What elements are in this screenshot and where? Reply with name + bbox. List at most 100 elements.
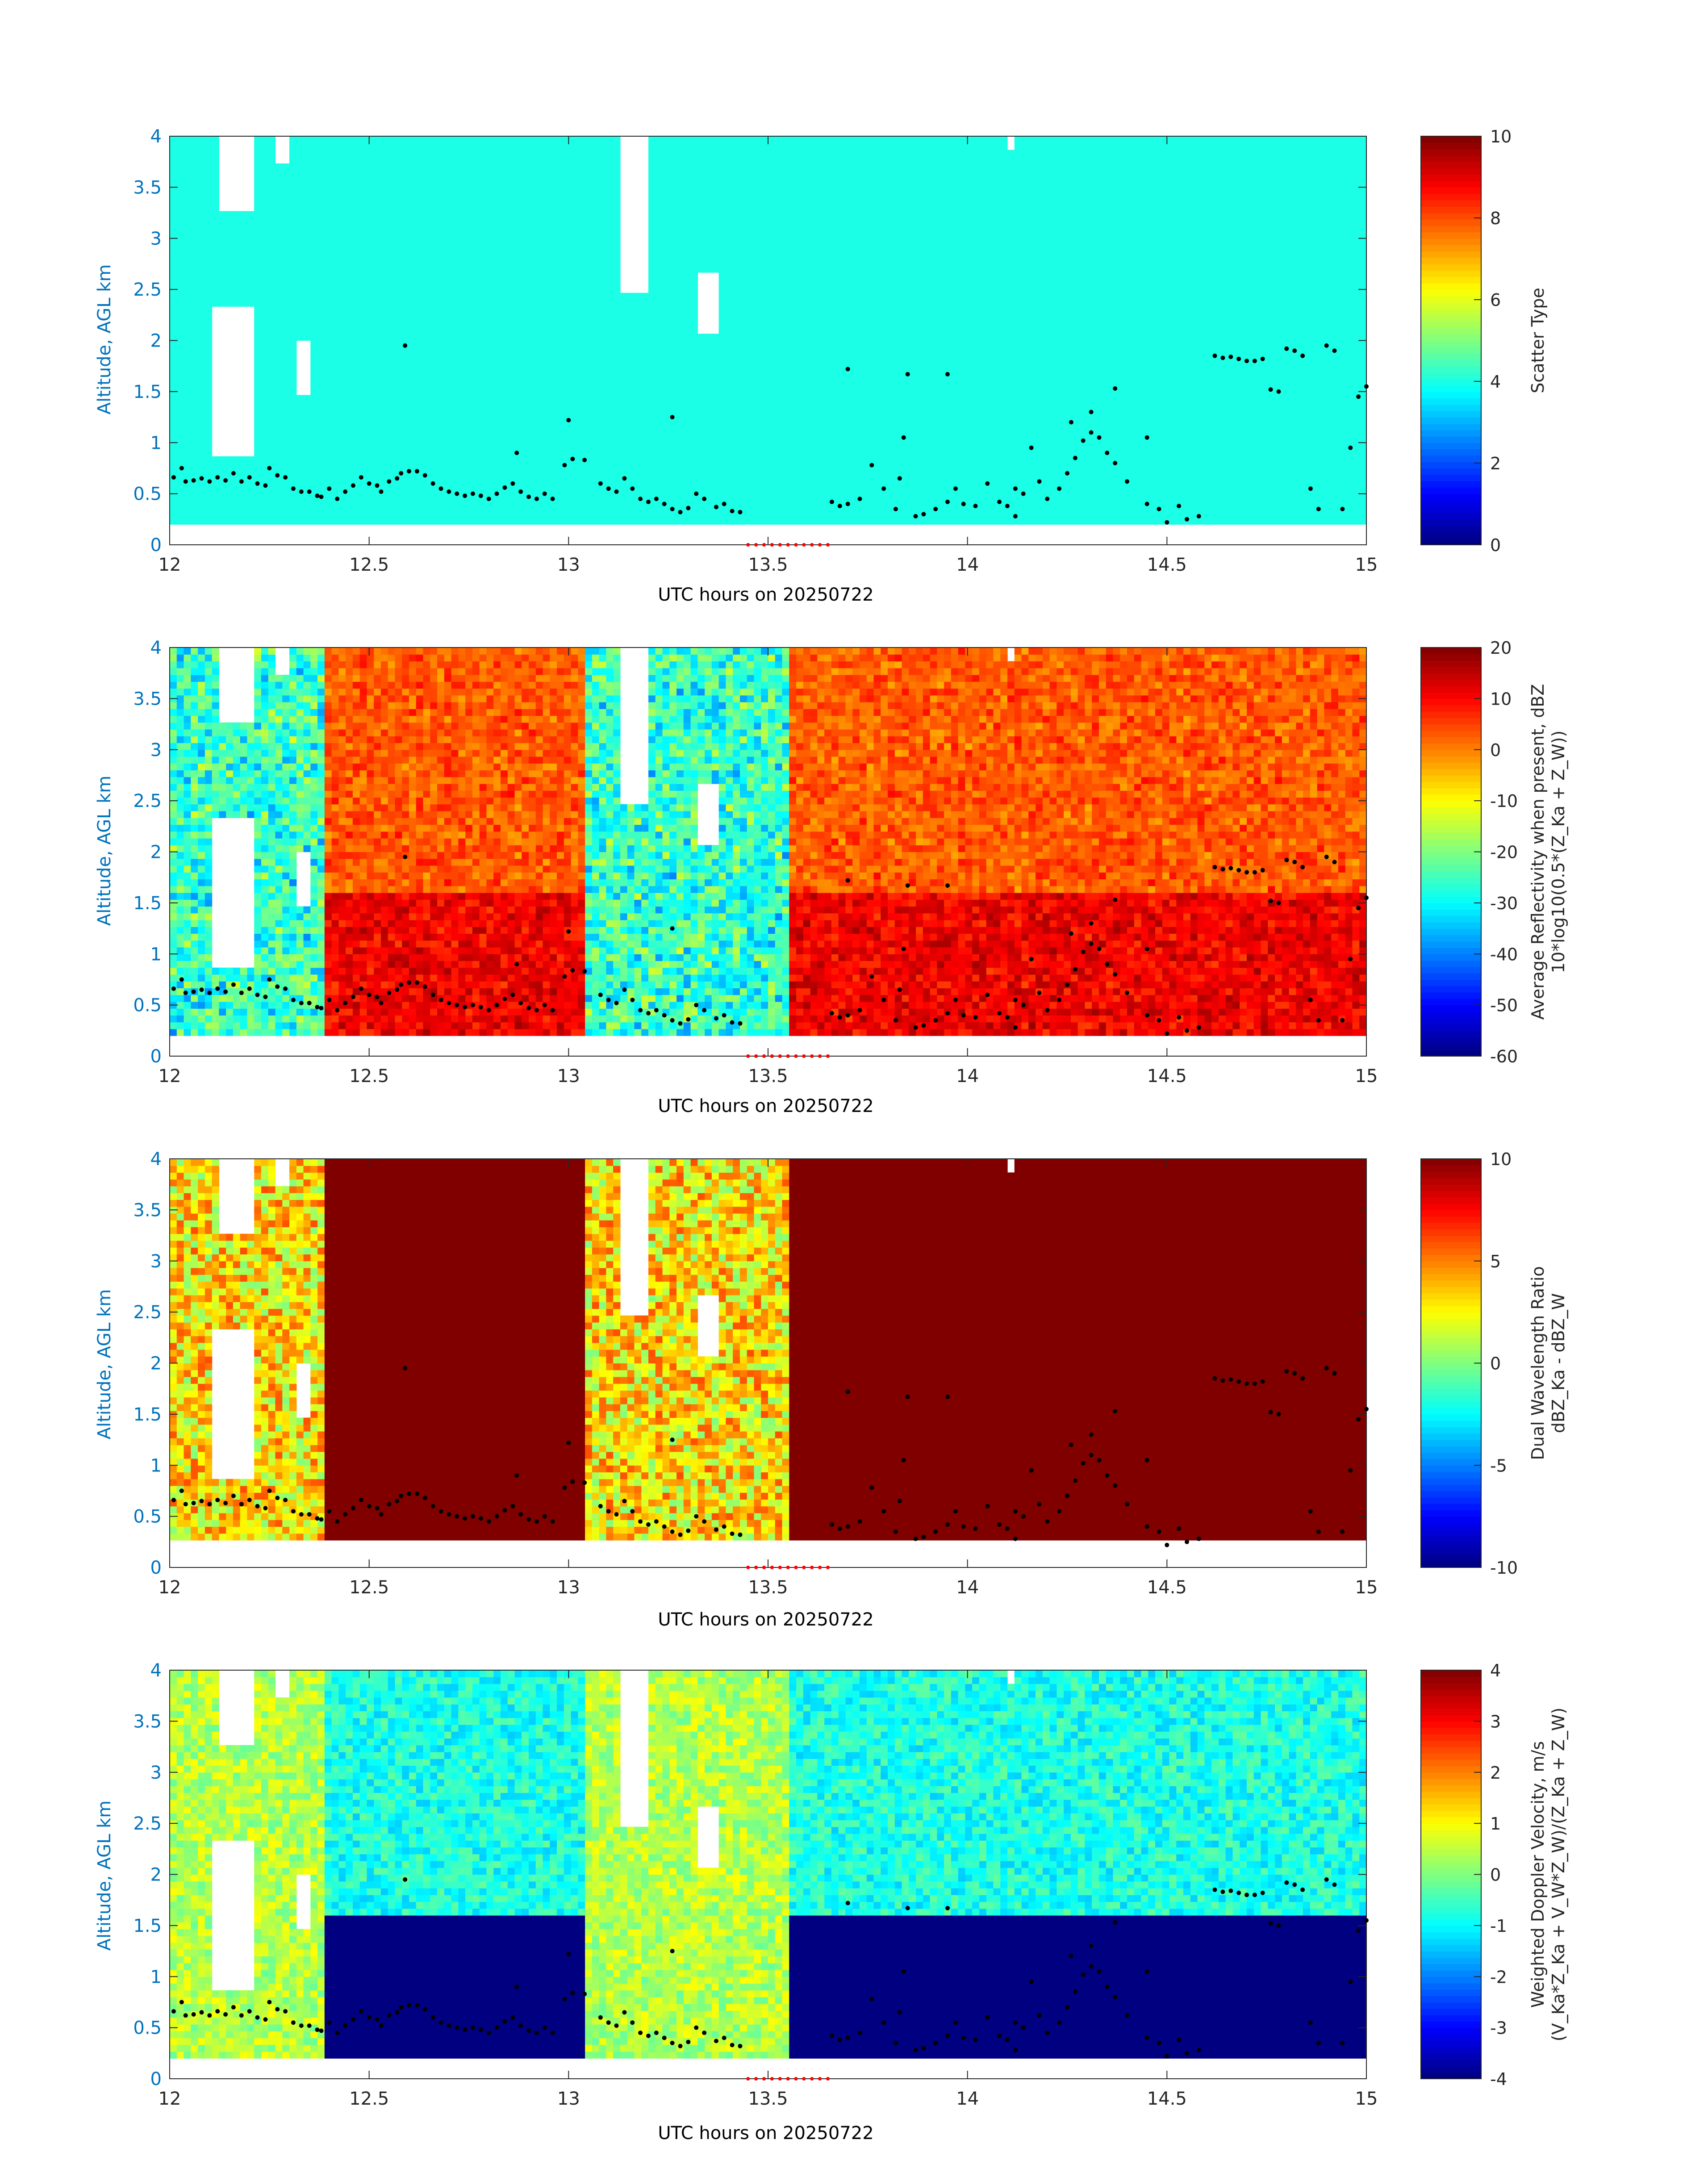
scatter-type-cell	[325, 511, 332, 518]
scatter-type-cell	[634, 415, 641, 422]
scatter-type-cell	[514, 279, 522, 286]
scatter-type-cell	[585, 518, 592, 525]
scatter-type-cell	[663, 422, 670, 430]
scatter-type-cell	[367, 395, 374, 402]
scatter-type-cell	[388, 184, 395, 191]
scatter-type-cell	[184, 341, 191, 348]
scatter-type-cell	[184, 450, 191, 457]
scatter-type-cell	[289, 490, 296, 497]
scatter-type-cell	[338, 184, 346, 191]
scatter-type-cell	[543, 409, 550, 416]
scatter-type-cell	[451, 320, 459, 327]
scatter-type-cell	[388, 422, 395, 430]
scatter-type-cell	[465, 245, 472, 252]
scatter-type-cell	[212, 490, 219, 497]
scatter-type-cell	[606, 368, 613, 375]
scatter-type-cell	[388, 409, 395, 416]
scatter-type-cell	[332, 347, 339, 355]
scatter-type-cell	[648, 191, 656, 198]
scatter-type-cell	[170, 232, 177, 239]
scatter-type-cell	[493, 484, 501, 491]
scatter-type-cell	[261, 163, 268, 171]
scatter-type-cell	[198, 205, 205, 212]
scatter-type-cell	[219, 238, 226, 246]
scatter-type-cell	[564, 320, 571, 327]
scatter-type-cell	[648, 463, 656, 470]
scatter-type-cell	[536, 354, 543, 361]
scatter-type-cell	[480, 163, 487, 171]
scatter-type-cell	[677, 375, 684, 382]
scatter-type-cell	[458, 409, 465, 416]
scatter-type-cell	[606, 306, 613, 313]
scatter-type-cell	[669, 450, 677, 457]
scatter-type-cell	[578, 375, 585, 382]
scatter-type-cell	[564, 279, 571, 286]
scatter-type-cell	[374, 205, 381, 212]
scatter-type-cell	[536, 484, 543, 491]
scatter-type-cell	[268, 205, 276, 212]
scatter-type-cell	[381, 232, 388, 239]
scatter-type-cell	[634, 450, 641, 457]
scatter-type-cell	[205, 320, 212, 327]
scatter-type-cell	[430, 136, 437, 143]
scatter-type-cell	[585, 429, 592, 436]
scatter-type-cell	[268, 354, 276, 361]
scatter-type-cell	[198, 381, 205, 389]
scatter-type-cell	[191, 177, 198, 184]
scatter-type-cell	[677, 450, 684, 457]
scatter-type-cell	[282, 511, 289, 518]
scatter-type-cell	[501, 211, 508, 218]
scatter-type-cell	[261, 511, 268, 518]
scatter-type-cell	[233, 518, 240, 525]
scatter-type-cell	[557, 429, 564, 436]
scatter-type-cell	[268, 320, 276, 327]
scatter-type-cell	[648, 334, 656, 341]
scatter-type-cell	[529, 409, 536, 416]
scatter-type-cell	[493, 225, 501, 232]
scatter-type-cell	[205, 484, 212, 491]
scatter-type-cell	[289, 184, 296, 191]
scatter-type-cell	[310, 266, 317, 273]
scatter-type-cell	[346, 456, 353, 464]
scatter-type-cell	[458, 334, 465, 341]
scatter-type-cell	[458, 436, 465, 443]
scatter-type-cell	[585, 415, 592, 422]
scatter-type-cell	[388, 157, 395, 164]
scatter-type-cell	[275, 477, 282, 484]
scatter-type-cell	[684, 197, 691, 205]
scatter-type-cell	[437, 497, 444, 504]
scatter-type-cell	[550, 238, 557, 246]
scatter-type-cell	[437, 347, 444, 355]
scatter-type-cell	[493, 163, 501, 171]
scatter-type-cell	[550, 259, 557, 266]
scatter-type-cell	[289, 170, 296, 177]
scatter-type-cell	[444, 252, 451, 259]
scatter-type-cell	[353, 232, 360, 239]
scatter-type-cell	[388, 232, 395, 239]
scatter-type-cell	[296, 456, 304, 464]
scatter-type-cell	[444, 157, 451, 164]
scatter-type-cell	[346, 136, 353, 143]
scatter-type-cell	[381, 136, 388, 143]
scatter-type-cell	[261, 184, 268, 191]
scatter-type-cell	[550, 402, 557, 409]
scatter-type-cell	[508, 286, 515, 293]
scatter-type-cell	[641, 334, 648, 341]
scatter-type-cell	[648, 279, 656, 286]
scatter-type-cell	[395, 415, 402, 422]
scatter-type-cell	[536, 272, 543, 280]
scatter-type-cell	[177, 341, 184, 348]
scatter-type-cell	[191, 205, 198, 212]
scatter-type-cell	[508, 415, 515, 422]
scatter-type-cell	[310, 334, 317, 341]
scatter-type-cell	[310, 354, 317, 361]
scatter-type-cell	[282, 456, 289, 464]
scatter-type-cell	[261, 177, 268, 184]
scatter-type-cell	[585, 163, 592, 171]
scatter-type-cell	[465, 157, 472, 164]
scatter-type-cell	[465, 511, 472, 518]
scatter-type-cell	[592, 279, 599, 286]
scatter-type-cell	[663, 232, 670, 239]
scatter-type-cell	[275, 245, 282, 252]
scatter-type-cell	[353, 136, 360, 143]
